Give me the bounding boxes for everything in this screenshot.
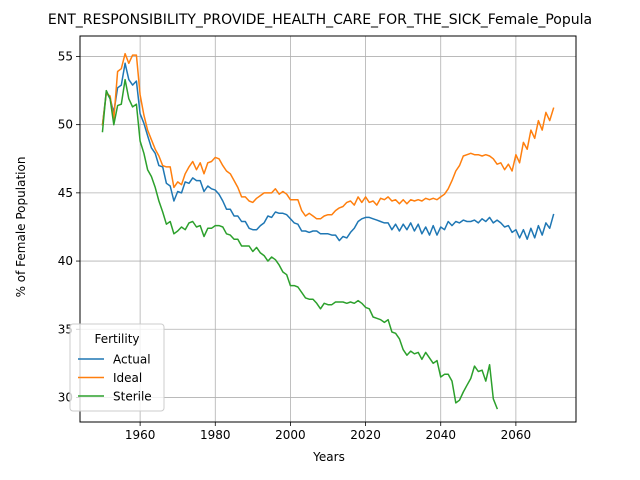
y-tick-label: 45: [58, 186, 73, 200]
plot-frame: [79, 35, 577, 423]
x-axis-label: Years: [312, 450, 345, 464]
x-tick-label: 1980: [200, 428, 231, 442]
x-tick-label: 2060: [501, 428, 532, 442]
series-line-ideal: [101, 52, 555, 220]
y-tick-label: 30: [58, 390, 73, 404]
legend-label-sterile: Sterile: [113, 390, 152, 404]
legend-title: Fertility: [94, 332, 139, 346]
y-tick-label: 40: [58, 254, 73, 268]
y-tick-label: 35: [58, 322, 73, 336]
y-tick-label: 55: [58, 49, 73, 63]
y-axis-label: % of Female Population: [14, 157, 28, 298]
x-tick-label: 2020: [350, 428, 381, 442]
y-tick-label: 50: [58, 118, 73, 132]
chart-title: ENT_RESPONSIBILITY_PROVIDE_HEALTH_CARE_F…: [48, 12, 592, 28]
x-axis: 1960 1980 2000 2020 2040 2060: [125, 422, 531, 442]
series-lines: [101, 52, 555, 410]
series-line-sterile: [101, 78, 499, 410]
legend-label-ideal: Ideal: [113, 371, 142, 385]
x-tick-label: 1960: [125, 428, 156, 442]
y-axis: 30 35 40 45 50 55: [58, 49, 80, 404]
legend: Fertility Actual Ideal Sterile: [69, 323, 165, 412]
x-tick-label: 2000: [275, 428, 306, 442]
legend-box: [69, 323, 165, 412]
legend-label-actual: Actual: [113, 353, 151, 367]
series-line-actual: [101, 62, 555, 242]
x-tick-label: 2040: [425, 428, 456, 442]
